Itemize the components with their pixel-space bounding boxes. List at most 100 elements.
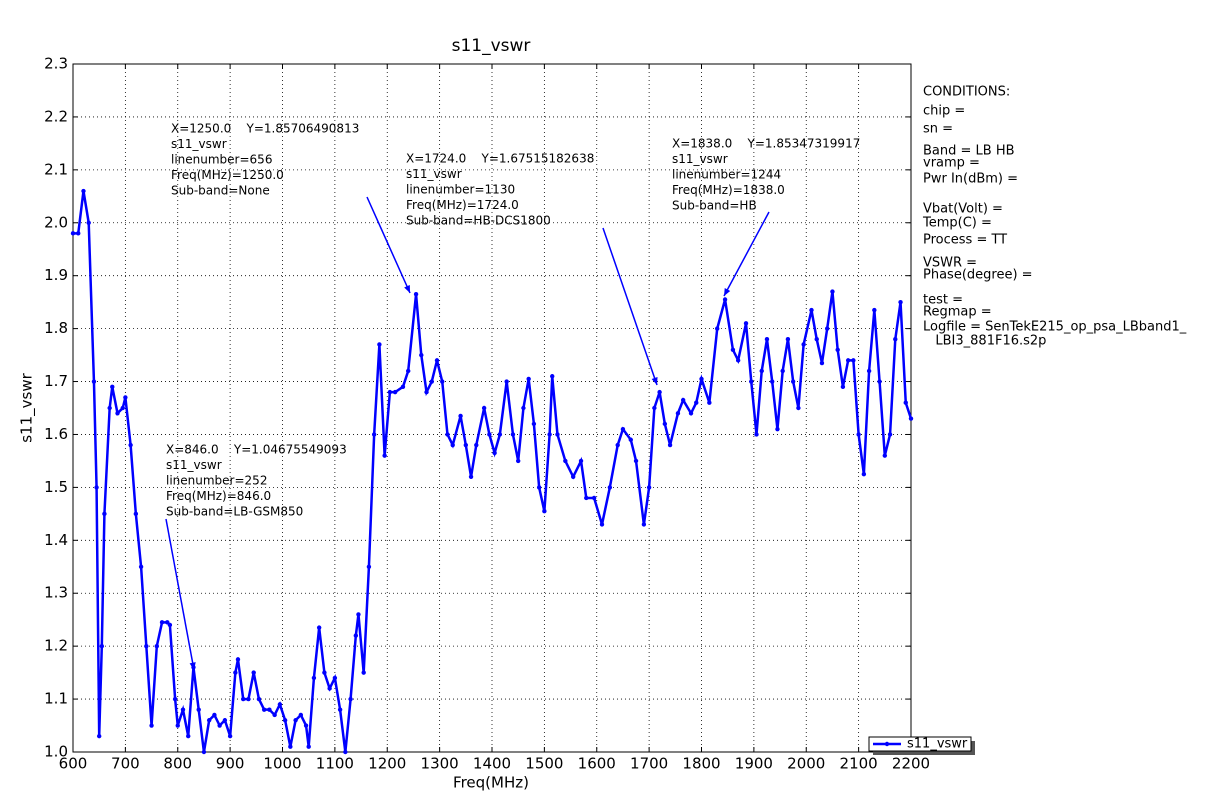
data-point [382, 453, 387, 458]
data-point [356, 612, 361, 617]
x-tick-label: 1900 [735, 755, 773, 773]
condition-text: chip = [923, 104, 965, 119]
data-point [504, 379, 509, 384]
data-point [641, 522, 647, 527]
data-point [353, 633, 359, 638]
data-point [790, 379, 796, 384]
annotation-arrow [723, 211, 770, 297]
data-point [550, 374, 555, 379]
data-point [607, 485, 613, 490]
data-point [898, 299, 903, 305]
data-point [267, 707, 272, 712]
x-tick-label: 2200 [892, 755, 930, 773]
data-point [775, 426, 780, 432]
data-point [908, 416, 914, 421]
data-point [212, 712, 217, 718]
data-point [487, 432, 492, 437]
data-point [76, 231, 81, 236]
data-point [332, 675, 338, 681]
data-point [154, 643, 159, 649]
data-point [371, 432, 377, 437]
annotation-text: X=1250.0 Y=1.85706490813 [171, 122, 359, 136]
annotation-text: X=1838.0 Y=1.85347319917 [672, 137, 860, 151]
data-point [120, 405, 125, 411]
data-point [272, 712, 277, 718]
data-point [186, 733, 191, 739]
annotation-text: Freq(MHz)=1250.0 [171, 168, 284, 182]
data-point [882, 453, 888, 458]
data-point [764, 337, 770, 342]
x-axis-label: Freq(MHz) [453, 774, 529, 792]
condition-text: Temp(C) = [922, 216, 992, 231]
y-axis-label: s11_vswr [18, 372, 37, 442]
x-tick-label: 1300 [421, 755, 459, 773]
x-tick-label: 1800 [682, 755, 720, 773]
data-point [780, 368, 785, 374]
data-point [256, 696, 262, 702]
data-point [563, 458, 568, 464]
data-point [424, 389, 429, 395]
condition-text: Logfile = SenTekE215_op_psa_LBband1_ [923, 320, 1187, 335]
data-point [159, 620, 165, 625]
annotation-text: s11_vswr [672, 152, 728, 166]
data-point [754, 432, 759, 437]
data-point [547, 432, 552, 437]
data-point [246, 696, 251, 702]
data-point [599, 522, 605, 527]
plot-frame [72, 63, 912, 753]
data-point [722, 297, 728, 302]
x-tick-label: 1600 [578, 755, 616, 773]
data-point [175, 723, 180, 728]
data-point [759, 368, 764, 374]
annotation-text: Freq(MHz)=846.0 [166, 489, 271, 503]
data-point [206, 718, 212, 723]
condition-text: Band = LB HB [923, 144, 1015, 159]
legend-label: s11_vswr [907, 737, 968, 752]
x-tick-label: 1400 [473, 755, 511, 773]
data-point [235, 657, 241, 662]
data-point [515, 458, 521, 464]
data-point [233, 670, 238, 675]
data-point [241, 696, 246, 702]
data-point [526, 376, 531, 382]
data-point [785, 337, 791, 342]
condition-text: LBI3_881F16.s2p [923, 334, 1046, 349]
x-tick-label: 800 [163, 755, 192, 773]
data-point [699, 376, 704, 382]
arrow-head [404, 285, 410, 293]
y-tick-label: 1.2 [44, 637, 68, 655]
data-point [400, 384, 406, 390]
data-point [251, 670, 256, 675]
data-point [172, 696, 178, 702]
y-tick-label: 1.3 [44, 584, 68, 602]
data-point [825, 326, 830, 331]
y-tick-label: 2.3 [44, 55, 68, 73]
data-point [510, 432, 516, 437]
data-point [128, 442, 133, 448]
data-point [429, 379, 434, 384]
annotation-arrow [602, 227, 658, 386]
x-tick-label: 2000 [787, 755, 825, 773]
data-point [814, 337, 819, 342]
data-point [903, 400, 908, 405]
data-point [584, 495, 589, 501]
data-point [877, 379, 882, 384]
annotation-text: linenumber=1130 [406, 183, 515, 197]
condition-text: vramp = [923, 156, 980, 171]
data-point [735, 358, 741, 363]
data-point [801, 342, 806, 347]
data-point [707, 400, 712, 405]
data-point [743, 321, 749, 326]
data-point [406, 368, 411, 374]
data-point [361, 670, 366, 675]
data-point [481, 405, 487, 411]
data-point [392, 389, 398, 395]
y-tick-label: 1.9 [44, 266, 68, 284]
annotation-text: Sub-band=HB-DCS1800 [406, 214, 551, 228]
data-point [306, 744, 311, 749]
data-point [497, 432, 503, 437]
y-tick-label: 1.5 [44, 478, 68, 496]
data-point [531, 421, 537, 427]
data-point [628, 437, 633, 442]
data-point [261, 707, 267, 712]
